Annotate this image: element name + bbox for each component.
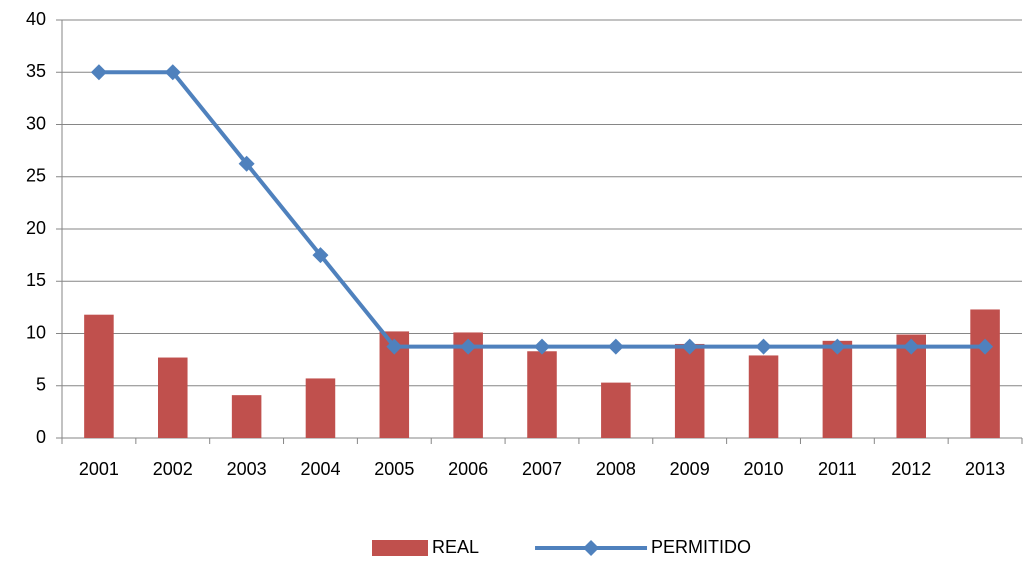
y-tick-label: 35: [26, 61, 46, 81]
bar: [527, 351, 557, 438]
bar: [822, 340, 853, 438]
x-tick-label: 2005: [374, 459, 414, 479]
marker: [755, 338, 772, 355]
bar: [84, 314, 114, 438]
x-tick-label: 2011: [818, 459, 857, 479]
x-tick-label: 2008: [596, 459, 636, 479]
marker: [829, 338, 846, 355]
legend-label: REAL: [432, 537, 479, 557]
marker: [386, 338, 403, 355]
legend-label: PERMITIDO: [651, 537, 751, 557]
bar: [231, 395, 262, 438]
y-tick-label: 15: [26, 270, 46, 290]
y-tick-label: 25: [26, 166, 46, 186]
x-tick-label: 2004: [300, 459, 340, 479]
bar: [305, 378, 336, 438]
marker: [460, 338, 477, 355]
x-tick-label: 2001: [79, 459, 119, 479]
marker: [90, 64, 107, 81]
y-tick-label: 40: [26, 9, 46, 29]
bar: [601, 382, 631, 438]
y-tick-label: 0: [36, 427, 46, 447]
y-tick-label: 20: [26, 218, 46, 238]
x-tick-label: 2006: [448, 459, 488, 479]
bar: [748, 355, 779, 438]
marker: [903, 338, 920, 355]
bar: [158, 357, 188, 438]
x-tick-label: 2003: [227, 459, 267, 479]
marker: [534, 338, 550, 355]
marker: [977, 338, 994, 355]
y-tick-label: 10: [26, 322, 46, 342]
x-tick-label: 2009: [670, 459, 710, 479]
line: [98, 70, 986, 349]
bar: [970, 309, 1000, 438]
marker: [164, 64, 181, 81]
legend-swatch: [372, 540, 428, 556]
x-tick-label: 2013: [965, 459, 1005, 479]
bar: [674, 343, 705, 438]
x-tick-label: 2007: [522, 459, 562, 479]
x-tick-label: 2010: [744, 459, 784, 479]
y-tick-label: 30: [26, 113, 46, 133]
marker: [681, 338, 698, 355]
x-tick-label: 2002: [153, 459, 193, 479]
marker: [607, 338, 624, 355]
y-tick-label: 5: [36, 375, 46, 395]
marker: [238, 155, 255, 172]
x-tick-label: 2012: [891, 459, 931, 479]
marker: [312, 247, 329, 264]
legend-marker: [583, 540, 600, 556]
